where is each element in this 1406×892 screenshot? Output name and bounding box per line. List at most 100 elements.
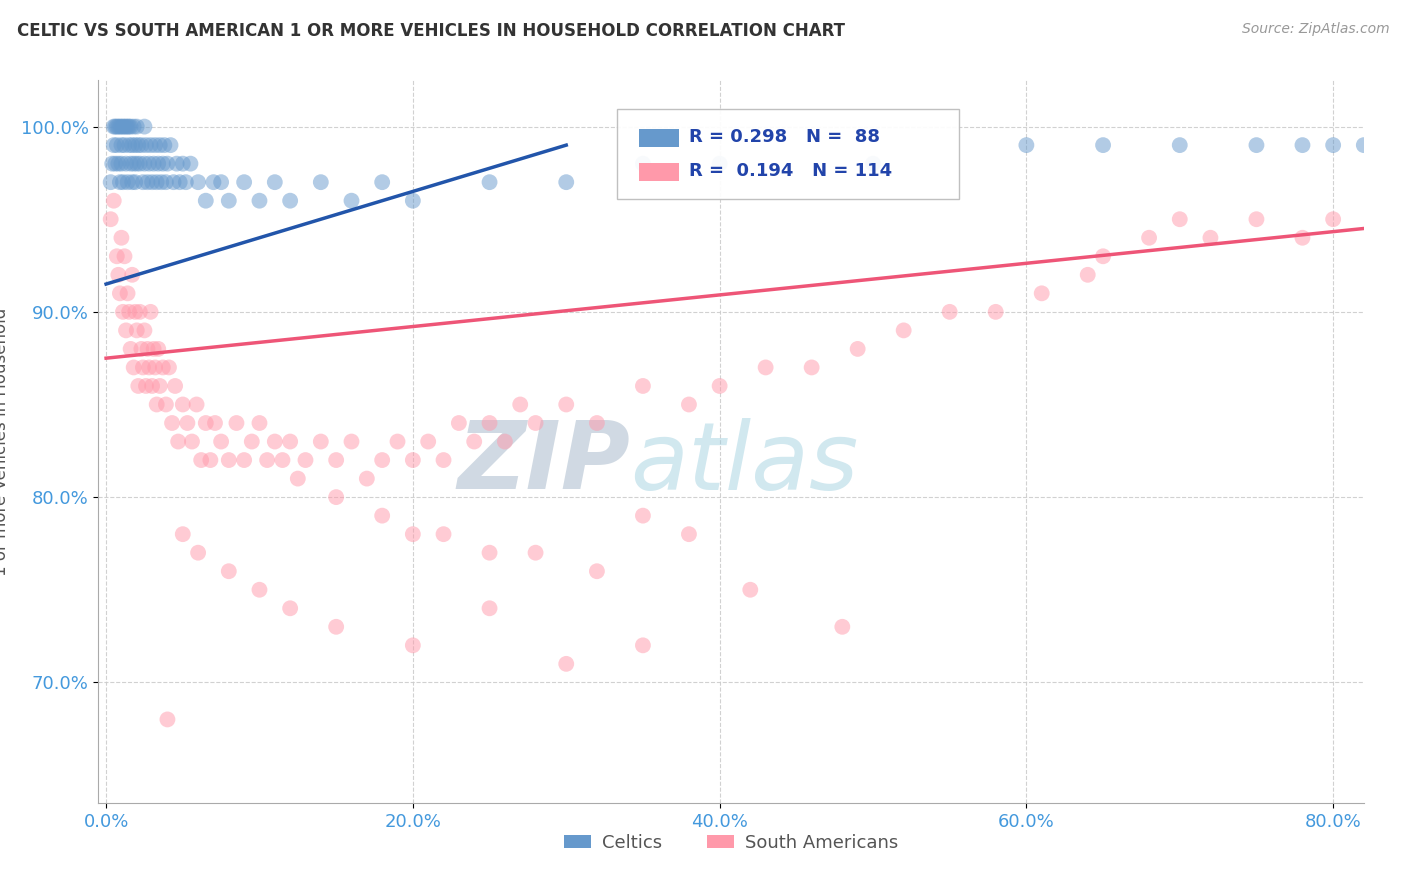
Point: [122, 156, 145, 170]
Point: [1168, 138, 1191, 153]
Point: [108, 120, 131, 134]
Point: [340, 194, 363, 208]
Point: [846, 342, 869, 356]
Point: [1291, 138, 1313, 153]
Point: [218, 564, 240, 578]
Point: [111, 305, 134, 319]
Point: [135, 138, 157, 153]
Point: [169, 175, 191, 189]
Point: [110, 156, 132, 170]
Point: [194, 194, 217, 208]
Point: [150, 175, 173, 189]
Point: [121, 175, 143, 189]
Point: [287, 472, 309, 486]
Point: [278, 434, 301, 449]
Point: [371, 175, 394, 189]
Point: [524, 546, 547, 560]
Point: [218, 453, 240, 467]
Point: [111, 120, 134, 134]
Point: [132, 360, 155, 375]
Text: ZIP: ZIP: [457, 417, 630, 509]
Point: [402, 453, 425, 467]
Point: [271, 453, 294, 467]
Point: [139, 305, 162, 319]
Point: [263, 434, 285, 449]
Point: [356, 472, 378, 486]
Bar: [638, 163, 679, 181]
Point: [249, 582, 271, 597]
Point: [555, 175, 578, 189]
Point: [122, 120, 145, 134]
Point: [1322, 212, 1344, 227]
Point: [494, 434, 516, 449]
Point: [938, 305, 960, 319]
Point: [166, 156, 188, 170]
Point: [114, 120, 136, 134]
Point: [478, 546, 501, 560]
Point: [325, 620, 347, 634]
Point: [402, 638, 425, 652]
Point: [160, 416, 183, 430]
Point: [125, 120, 148, 134]
Point: [371, 508, 394, 523]
Point: [174, 175, 197, 189]
Point: [103, 194, 125, 208]
Point: [103, 120, 125, 134]
Point: [131, 342, 153, 356]
Point: [159, 138, 181, 153]
Point: [181, 434, 204, 449]
Point: [100, 212, 122, 227]
Point: [172, 527, 194, 541]
Point: [233, 453, 256, 467]
Point: [156, 713, 179, 727]
Point: [402, 194, 425, 208]
Point: [100, 175, 122, 189]
Point: [1291, 231, 1313, 245]
Point: [162, 175, 184, 189]
Point: [141, 175, 163, 189]
Point: [155, 175, 177, 189]
Point: [249, 416, 271, 430]
Point: [108, 175, 131, 189]
Point: [134, 323, 156, 337]
Point: [893, 323, 915, 337]
Point: [631, 638, 654, 652]
FancyBboxPatch shape: [617, 109, 959, 200]
Point: [447, 416, 470, 430]
Point: [586, 564, 609, 578]
Point: [101, 156, 124, 170]
Point: [124, 305, 146, 319]
Point: [148, 156, 170, 170]
Point: [1353, 138, 1375, 153]
Point: [631, 508, 654, 523]
Point: [190, 453, 212, 467]
Point: [115, 323, 138, 337]
Point: [463, 434, 485, 449]
Point: [145, 175, 167, 189]
Point: [104, 156, 127, 170]
Point: [115, 156, 138, 170]
Y-axis label: 1 or more Vehicles in Household: 1 or more Vehicles in Household: [0, 308, 10, 575]
Point: [128, 305, 150, 319]
Point: [325, 453, 347, 467]
Point: [172, 397, 194, 411]
Point: [103, 138, 125, 153]
Point: [740, 582, 762, 597]
Point: [678, 397, 700, 411]
Point: [263, 175, 285, 189]
Point: [124, 138, 146, 153]
Point: [120, 156, 142, 170]
Point: [402, 527, 425, 541]
Point: [200, 453, 222, 467]
Point: [1015, 138, 1038, 153]
Point: [122, 360, 145, 375]
Point: [149, 138, 172, 153]
Bar: [638, 129, 679, 147]
Point: [240, 434, 263, 449]
Point: [755, 360, 778, 375]
Point: [187, 175, 209, 189]
Point: [1199, 231, 1222, 245]
Point: [107, 120, 129, 134]
Point: [155, 397, 177, 411]
Point: [204, 416, 226, 430]
